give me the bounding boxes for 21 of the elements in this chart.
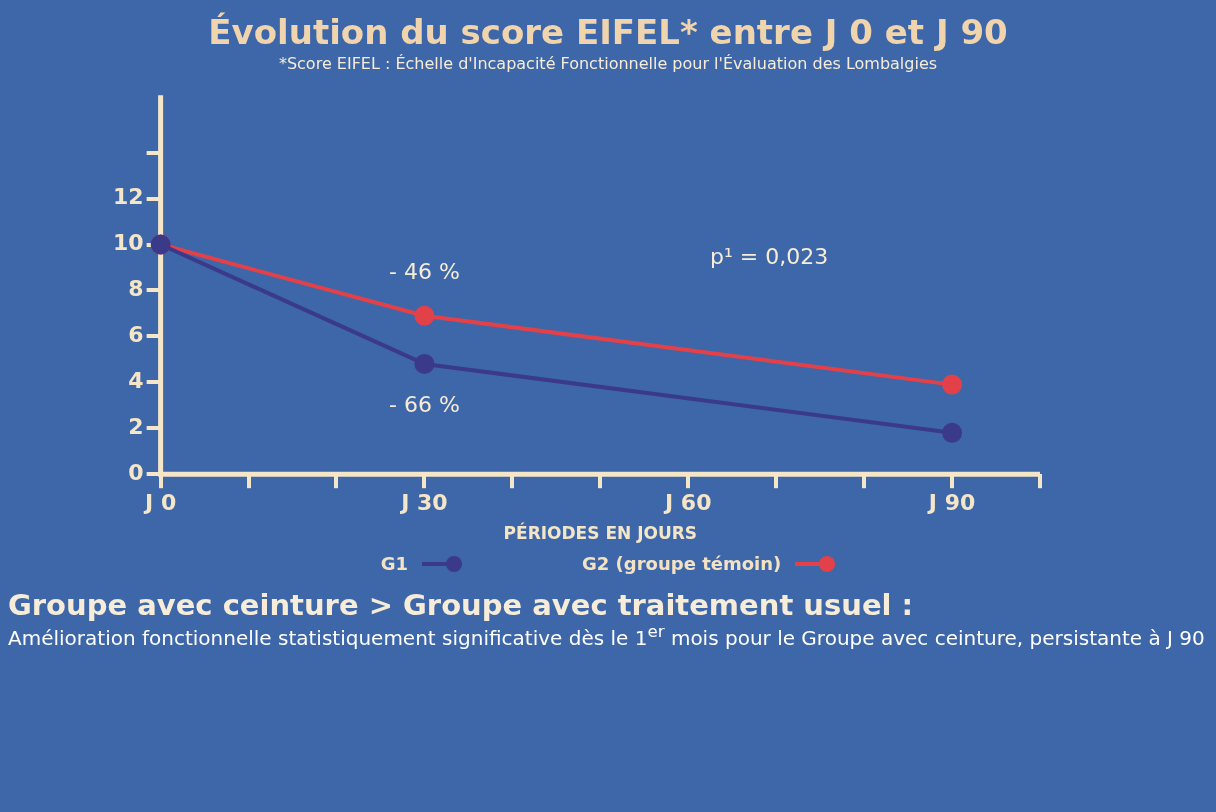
- legend-label: G2 (groupe témoin): [582, 553, 782, 574]
- x-tick-label: J 0: [143, 490, 177, 516]
- y-tick-label: 4: [128, 368, 144, 394]
- y-tick-label: 12: [112, 184, 144, 210]
- chart-subtitle: *Score EIFEL : Échelle d'Incapacité Fonctionnelle pour l'Évaluation des Lombalgies: [277, 54, 939, 73]
- x-tick-label: J 30: [399, 490, 448, 516]
- text: Groupe avec ceinture > Groupe avec traitement usuel :: [8, 588, 915, 622]
- y-tick-label: 6: [128, 322, 144, 348]
- annotation: p¹ = 0,023: [710, 244, 829, 269]
- x-axis-title: PÉRIODES EN JOURS: [503, 522, 698, 544]
- legend-label: G1: [380, 553, 409, 574]
- annotation: - 66 %: [389, 391, 460, 417]
- y-tick-label: 0: [128, 459, 144, 485]
- x-tick-label: J 90: [926, 490, 976, 516]
- y-tick-label: 10: [112, 230, 144, 256]
- chart-title: Évolution du score EIFEL* entre J 0 et J 90: [207, 12, 1009, 52]
- x-tick-label: J 60: [663, 490, 712, 516]
- y-tick-label: 2: [128, 413, 144, 439]
- y-tick-label: 8: [128, 276, 144, 302]
- text: Amélioration fonctionnelle statistiquement significative dès le 1$^{er}$ mois pour le Groupe avec ceinture, persistante à J 90: [8, 622, 1206, 650]
- annotation: - 46 %: [389, 259, 460, 285]
